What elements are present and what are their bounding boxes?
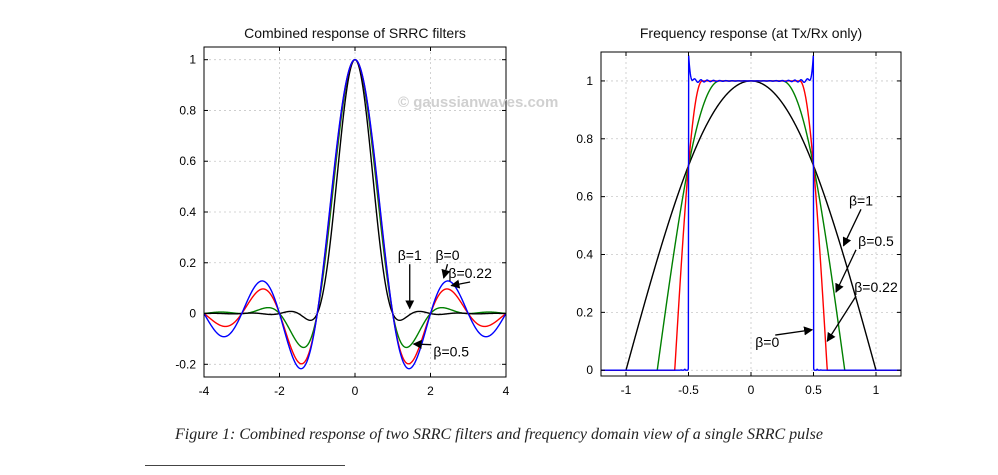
annotation-arrow xyxy=(842,209,862,247)
annotation-label: β=1 xyxy=(398,247,422,263)
annotation-label: β=0.22 xyxy=(448,265,492,281)
annotation-label: β=0.5 xyxy=(858,233,894,249)
y-tick-label: 0 xyxy=(189,307,196,321)
chart-freq: -1 -0.5 0 0.5 1 0 0.2 0.4 0.6 0.8 1 Frequency respo… xyxy=(576,25,902,397)
y-tick-label: 0.6 xyxy=(576,190,593,204)
annotation-label: β=1 xyxy=(849,192,873,208)
y-tick-label: -0.2 xyxy=(175,357,196,371)
annotation-label: β=0 xyxy=(755,334,779,350)
y-tick-label: 0.8 xyxy=(576,132,593,146)
x-tick-label: 0 xyxy=(748,383,755,397)
annotation-label: β=0.5 xyxy=(433,344,469,360)
y-tick-label: 1 xyxy=(189,53,196,67)
y-tick-label: 0.2 xyxy=(179,256,196,270)
y-tick-label: 1 xyxy=(586,74,593,88)
x-tick-label: 2 xyxy=(427,384,434,398)
x-tick-label: 0.5 xyxy=(805,383,822,397)
annotation-arrow xyxy=(412,339,432,349)
series-line-beta-0 xyxy=(601,55,901,371)
annotation-arrow xyxy=(826,295,857,343)
x-tick-label: -0.5 xyxy=(678,383,699,397)
x-tick-label: 0 xyxy=(352,384,359,398)
chart-title: Combined response of SRRC filters xyxy=(244,25,466,41)
x-tick-label: -4 xyxy=(199,384,210,398)
y-tick-label: 0 xyxy=(586,363,593,377)
annotation-arrow xyxy=(775,326,814,336)
x-tick-label: -2 xyxy=(274,384,285,398)
chart-time: -4 -2 0 2 4 -0.2 0 0.2 0.4 0.6 0.8 1 Combined respon… xyxy=(175,25,509,398)
y-tick-label: 0.8 xyxy=(179,103,196,117)
series-line-beta-0_5 xyxy=(601,80,901,371)
series-group xyxy=(204,58,506,370)
chart-title: Frequency response (at Tx/Rx only) xyxy=(640,25,862,41)
x-tick-label: 4 xyxy=(503,384,510,398)
series-line-beta-1 xyxy=(601,80,901,371)
annotation-arrow xyxy=(835,249,857,293)
y-tick-label: 0.4 xyxy=(179,205,196,219)
annotation-arrow xyxy=(441,264,451,279)
annotation-arrow xyxy=(450,279,471,289)
series-line-beta-0_22 xyxy=(601,80,901,371)
footnote-divider xyxy=(145,465,345,466)
figure-canvas: -4 -2 0 2 4 -0.2 0 0.2 0.4 0.6 0.8 1 Combined respon… xyxy=(175,25,902,398)
y-tick-label: 0.2 xyxy=(576,305,593,319)
watermark-text: © gaussianwaves.com xyxy=(398,94,558,111)
x-tick-label: -1 xyxy=(621,383,632,397)
y-tick-label: 0.4 xyxy=(576,248,593,262)
figure-caption: Figure 1: Combined response of two SRRC … xyxy=(175,426,823,443)
y-tick-label: 0.6 xyxy=(179,154,196,168)
series-group xyxy=(601,55,901,371)
annotation-label: β=0 xyxy=(435,247,459,263)
annotation-label: β=0.22 xyxy=(854,279,898,295)
x-tick-label: 1 xyxy=(873,383,880,397)
